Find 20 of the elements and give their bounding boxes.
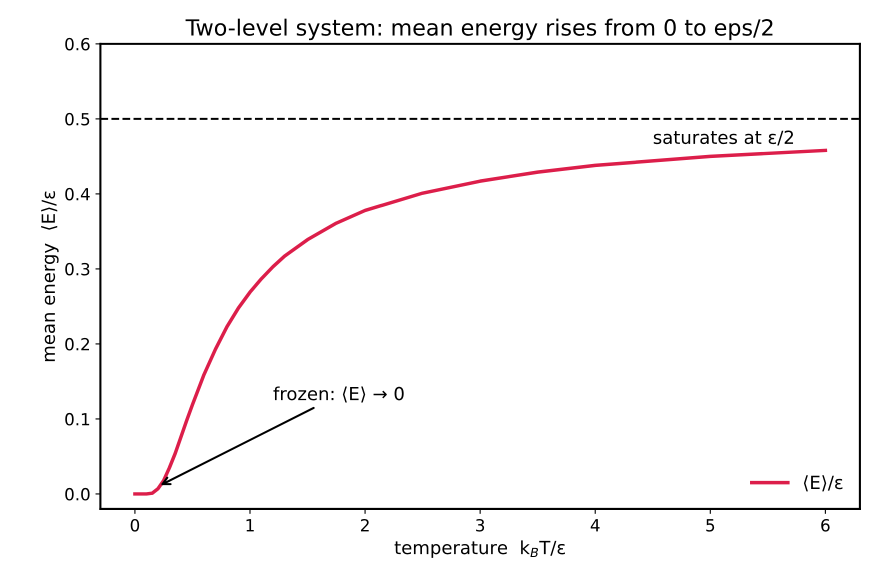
chart-title: Two-level system: mean energy rises from 0 to eps/2 (186, 18, 772, 40)
x-tick-label: 5 (706, 519, 714, 532)
y-axis-title: mean energy ⟨E⟩/ε (41, 191, 59, 362)
x-tick-label: 0 (130, 518, 140, 532)
x-tick-label: 2 (360, 518, 369, 532)
x-tick-label: 6 (821, 518, 830, 532)
y-tick-label: 0.2 (65, 338, 90, 350)
y-tick-label: 0.1 (65, 412, 90, 426)
legend-label: ⟨E⟩/ε (804, 475, 842, 492)
y-tick-label: 0.3 (65, 262, 90, 276)
x-tick-label: 1 (246, 519, 254, 532)
x-tick-label: 4 (590, 519, 600, 532)
annotation: frozen: ⟨E⟩ → 0 (273, 386, 404, 403)
x-tick-label: 3 (476, 518, 484, 532)
y-tick-label: 0.0 (65, 488, 90, 501)
x-axis-title: temperature k$_{B}$T/ε (394, 540, 565, 558)
y-tick-label: 0.4 (65, 188, 90, 200)
y-tick-label: 0.6 (65, 38, 90, 50)
annotation: saturates at ε/2 (654, 130, 794, 146)
y-tick-label: 0.5 (65, 112, 90, 126)
